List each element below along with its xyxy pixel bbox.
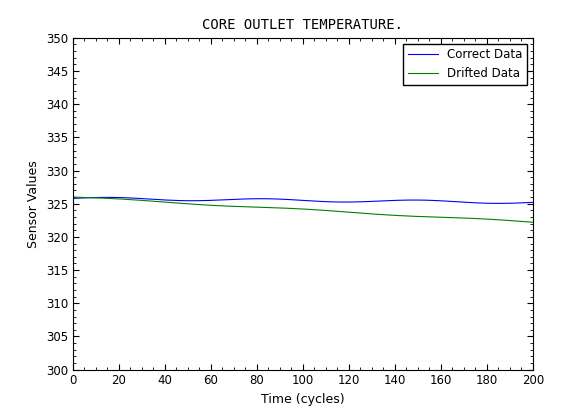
Correct Data [265,196,272,201]
Drifted Data [72,194,79,200]
Correct Data [72,196,79,201]
Correct Data [530,200,536,205]
Correct Data [493,201,499,206]
Correct Data [240,197,246,202]
Drifted Data [490,217,497,222]
Legend: Correct Data, Drifted Data: Correct Data, Drifted Data [403,44,527,85]
Drifted Data [70,194,76,200]
X-axis label: Time (cycles): Time (cycles) [261,393,345,406]
Correct Data [495,201,502,206]
Line: Correct Data: Correct Data [73,197,533,203]
Correct Data [320,199,327,204]
Title: CORE OUTLET TEMPERATURE.: CORE OUTLET TEMPERATURE. [203,18,403,32]
Drifted Data [263,205,269,210]
Drifted Data [237,204,244,209]
Drifted Data [111,196,118,201]
Correct Data [104,195,111,200]
Drifted Data [318,207,325,213]
Correct Data [70,196,76,201]
Line: Drifted Data: Drifted Data [73,197,533,222]
Y-axis label: Sensor Values: Sensor Values [27,160,40,247]
Drifted Data [530,220,536,225]
Correct Data [113,195,120,200]
